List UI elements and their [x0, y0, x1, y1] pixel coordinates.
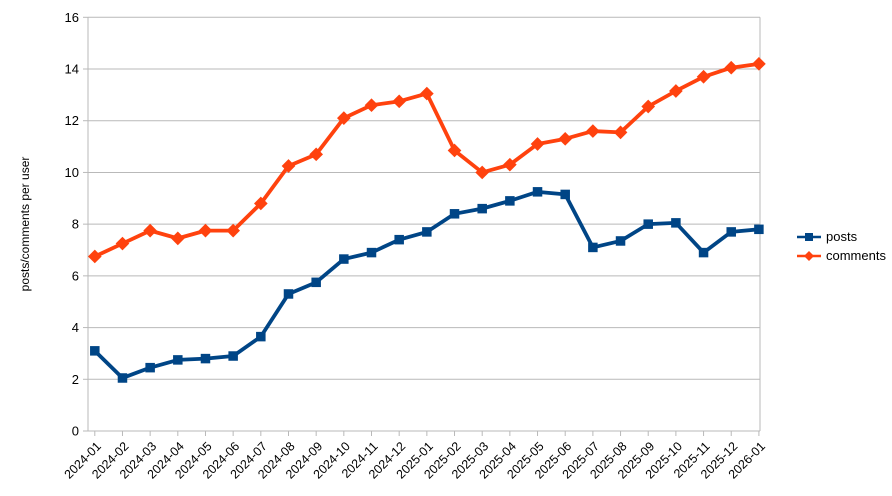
legend-label-comments: comments [826, 248, 886, 263]
posts-marker [173, 355, 183, 365]
comments-marker [503, 157, 517, 172]
posts-marker [228, 351, 238, 361]
posts-marker [671, 218, 681, 228]
y-axis-tick-label: 6 [72, 268, 79, 283]
comments-marker [281, 159, 296, 173]
posts-marker [615, 236, 626, 246]
comments-marker [530, 137, 545, 151]
posts-marker [311, 277, 321, 288]
comments-marker [475, 165, 490, 180]
legend: posts comments [797, 230, 886, 268]
comments-marker [641, 99, 656, 114]
posts-swatch-marker [805, 233, 813, 241]
y-axis-tick-label: 8 [72, 217, 79, 232]
y-axis-tick-label: 0 [72, 424, 79, 439]
y-axis-tick-label: 2 [72, 372, 79, 387]
posts-marker [339, 254, 349, 264]
posts-marker [532, 187, 543, 197]
posts-marker [505, 196, 515, 206]
posts-line-marker-icon [797, 233, 821, 241]
posts-marker [283, 289, 294, 299]
posts-marker [698, 247, 709, 258]
comments-marker [558, 131, 573, 146]
posts-line [93, 189, 760, 380]
legend-label-posts: posts [826, 229, 858, 244]
comments-marker [669, 84, 683, 98]
posts-marker [477, 203, 487, 214]
comments-marker [447, 143, 462, 158]
comments-marker [724, 60, 739, 75]
y-axis-tick-label: 14 [65, 62, 79, 77]
comments-series [87, 57, 766, 264]
comments-marker [613, 125, 628, 140]
comments-marker [392, 94, 407, 109]
posts-marker [366, 247, 377, 258]
posts-marker [754, 224, 764, 235]
posts-marker [726, 227, 736, 237]
y-axis-tick-label: 4 [72, 320, 79, 335]
comments-marker [198, 223, 213, 238]
comments-marker [336, 111, 351, 125]
comments-marker [309, 147, 324, 162]
comments-marker [170, 231, 185, 246]
posts-marker [422, 227, 432, 237]
posts-marker [90, 346, 100, 356]
comments-marker [586, 124, 600, 138]
comments-marker [115, 236, 130, 251]
comments-marker [752, 57, 766, 71]
y-axis-tick-label: 12 [65, 113, 79, 128]
posts-marker [200, 353, 211, 364]
y-axis-tick-label: 10 [65, 165, 79, 180]
comments-marker [696, 69, 711, 84]
posts-marker [588, 242, 598, 253]
posts-marker [117, 373, 128, 383]
posts-marker [145, 362, 155, 373]
comments-swatch-marker [804, 251, 814, 261]
y-axis-tick-label: 16 [65, 10, 79, 25]
legend-item-posts: posts [797, 230, 886, 244]
posts-marker [560, 189, 570, 200]
posts-marker [643, 219, 653, 229]
comments-line-marker-icon [797, 251, 821, 261]
posts-marker [256, 331, 266, 342]
comments-marker [364, 98, 379, 113]
comments-marker [253, 196, 268, 211]
posts-series [90, 187, 764, 383]
comments-marker [87, 249, 102, 264]
posts-marker [394, 234, 404, 245]
comments-marker [226, 223, 240, 238]
posts-marker [449, 209, 460, 219]
comments-marker [420, 86, 434, 101]
legend-item-comments: comments [797, 249, 886, 263]
comments-marker [143, 223, 157, 238]
